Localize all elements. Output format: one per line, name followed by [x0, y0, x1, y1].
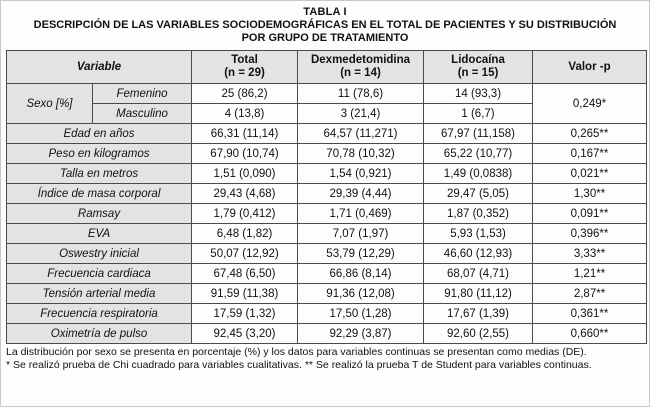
- cell-pvalue: 0,265**: [532, 123, 648, 144]
- cell-value: 1,87 (0,352): [423, 203, 534, 224]
- cell-value: 92,60 (2,55): [423, 323, 534, 344]
- cell-value: 11 (78,6): [297, 83, 425, 104]
- row-sublabel-masculino: Masculino: [91, 103, 193, 124]
- cell-value: 5,93 (1,53): [423, 223, 534, 244]
- cell-value: 29,39 (4,44): [297, 183, 425, 204]
- cell-value: 29,43 (4,68): [191, 183, 299, 204]
- cell-value: 66,86 (8,14): [297, 263, 425, 284]
- cell-value: 65,22 (10,77): [423, 143, 534, 164]
- cell-value: 92,45 (3,20): [191, 323, 299, 344]
- table-row-sexo-femenino: Sexo [%] Femenino 25 (86,2) 11 (78,6) 14…: [6, 83, 648, 124]
- cell-value: 14 (93,3): [423, 83, 534, 104]
- cell-value: 91,36 (12,08): [297, 283, 425, 304]
- cell-value: 17,50 (1,28): [297, 303, 425, 324]
- col-header-lidocaina: Lidocaína (n = 15): [423, 50, 534, 84]
- row-label: Ramsay: [5, 203, 193, 224]
- cell-pvalue: 0,021**: [532, 163, 648, 184]
- header-row: Variable Total (n = 29) Dexmedetomidina …: [5, 50, 648, 84]
- row-sublabel-femenino: Femenino: [91, 83, 193, 104]
- cell-value: 1,79 (0,412): [191, 203, 299, 224]
- cell-pvalue: 1,21**: [532, 263, 648, 284]
- table-row: Frecuencia cardiaca 67,48 (6,50) 66,86 (…: [5, 263, 648, 284]
- page-container: TABLA I DESCRIPCIÓN DE LAS VARIABLES SOC…: [1, 1, 649, 372]
- table-row: Índice de masa corporal 29,43 (4,68) 29,…: [5, 183, 648, 204]
- col-header-lido-n: (n = 15): [457, 67, 499, 79]
- table-number: TABLA I: [303, 6, 347, 18]
- row-label: Frecuencia respiratoria: [5, 303, 193, 324]
- sociodemographic-table: Variable Total (n = 29) Dexmedetomidina …: [5, 50, 648, 344]
- cell-value: 66,31 (11,14): [191, 123, 299, 144]
- cell-pvalue: 1,30**: [532, 183, 648, 204]
- row-label: Oswestry inicial: [5, 243, 193, 264]
- cell-value: 1,51 (0,090): [191, 163, 299, 184]
- cell-value: 6,48 (1,82): [191, 223, 299, 244]
- cell-value: 64,57 (11,271): [297, 123, 425, 144]
- cell-value: 53,79 (12,29): [297, 243, 425, 264]
- row-label-sexo: Sexo [%]: [6, 83, 93, 124]
- table-row-sexo-masculino: Masculino 4 (13,8) 3 (21,4) 1 (6,7): [7, 103, 647, 124]
- row-label: Tensión arterial media: [5, 283, 193, 304]
- cell-value: 25 (86,2): [191, 83, 299, 104]
- cell-value: 67,48 (6,50): [191, 263, 299, 284]
- cell-value: 29,47 (5,05): [423, 183, 534, 204]
- col-header-variable: Variable: [5, 50, 193, 84]
- cell-value: 91,80 (11,12): [423, 283, 534, 304]
- cell-value: 50,07 (12,92): [191, 243, 299, 264]
- cell-value: 1,49 (0,0838): [423, 163, 534, 184]
- footnote-tests: * Se realizó prueba de Chi cuadrado para…: [6, 359, 592, 371]
- table-row: Frecuencia respiratoria 17,59 (1,32) 17,…: [5, 303, 648, 324]
- cell-pvalue: 0,660**: [532, 323, 648, 344]
- cell-value: 1,54 (0,921): [297, 163, 425, 184]
- col-header-pvalue: Valor -p: [532, 50, 648, 84]
- table-row: Edad en años 66,31 (11,14) 64,57 (11,271…: [5, 123, 648, 144]
- row-label: Talla en metros: [5, 163, 193, 184]
- table-row: EVA 6,48 (1,82) 7,07 (1,97) 5,93 (1,53) …: [5, 223, 648, 244]
- table-caption: DESCRIPCIÓN DE LAS VARIABLES SOCIODEMOGR…: [33, 19, 617, 44]
- cell-value: 17,67 (1,39): [423, 303, 534, 324]
- cell-value: 68,07 (4,71): [423, 263, 534, 284]
- cell-value: 17,59 (1,32): [191, 303, 299, 324]
- table-row: Oximetría de pulso 92,45 (3,20) 92,29 (3…: [5, 323, 648, 344]
- cell-pvalue: 0,396**: [532, 223, 648, 244]
- cell-value: 3 (21,4): [297, 103, 425, 124]
- cell-value: 91,59 (11,38): [191, 283, 299, 304]
- table-row: Talla en metros 1,51 (0,090) 1,54 (0,921…: [5, 163, 648, 184]
- col-header-lido-label: Lidocaína: [451, 54, 505, 66]
- col-header-dex-label: Dexmedetomidina: [310, 54, 411, 66]
- cell-pvalue: 0,167**: [532, 143, 648, 164]
- cell-pvalue: 3,33**: [532, 243, 648, 264]
- cell-pvalue: 0,361**: [532, 303, 648, 324]
- footnote-distribution: La distribución por sexo se presenta en …: [6, 346, 587, 358]
- cell-value: 7,07 (1,97): [297, 223, 425, 244]
- table-row: Oswestry inicial 50,07 (12,92) 53,79 (12…: [5, 243, 648, 264]
- cell-value: 1 (6,7): [423, 103, 534, 124]
- cell-value: 67,90 (10,74): [191, 143, 299, 164]
- cell-value: 92,29 (3,87): [297, 323, 425, 344]
- col-header-total: Total (n = 29): [191, 50, 299, 84]
- col-header-dex-n: (n = 14): [340, 67, 381, 79]
- row-label: Edad en años: [5, 123, 193, 144]
- cell-value: 4 (13,8): [191, 103, 299, 124]
- table-row: Peso en kilogramos 67,90 (10,74) 70,78 (…: [5, 143, 648, 164]
- row-label: Peso en kilogramos: [5, 143, 193, 164]
- table-row: Tensión arterial media 91,59 (11,38) 91,…: [5, 283, 648, 304]
- col-header-total-n: (n = 29): [224, 67, 265, 79]
- cell-pvalue: 0,249*: [532, 83, 648, 124]
- table-row: Ramsay 1,79 (0,412) 1,71 (0,469) 1,87 (0…: [5, 203, 648, 224]
- cell-pvalue: 0,091**: [532, 203, 648, 224]
- row-label: Oximetría de pulso: [5, 323, 193, 344]
- cell-value: 67,97 (11,158): [423, 123, 534, 144]
- col-header-dexmedetomidina: Dexmedetomidina (n = 14): [297, 50, 425, 84]
- cell-value: 46,60 (12,93): [423, 243, 534, 264]
- cell-pvalue: 2,87**: [532, 283, 648, 304]
- cell-value: 1,71 (0,469): [297, 203, 425, 224]
- row-label: Índice de masa corporal: [5, 183, 193, 204]
- row-label: Frecuencia cardiaca: [5, 263, 193, 284]
- col-header-total-label: Total: [231, 54, 258, 66]
- row-label: EVA: [5, 223, 193, 244]
- cell-value: 70,78 (10,32): [297, 143, 425, 164]
